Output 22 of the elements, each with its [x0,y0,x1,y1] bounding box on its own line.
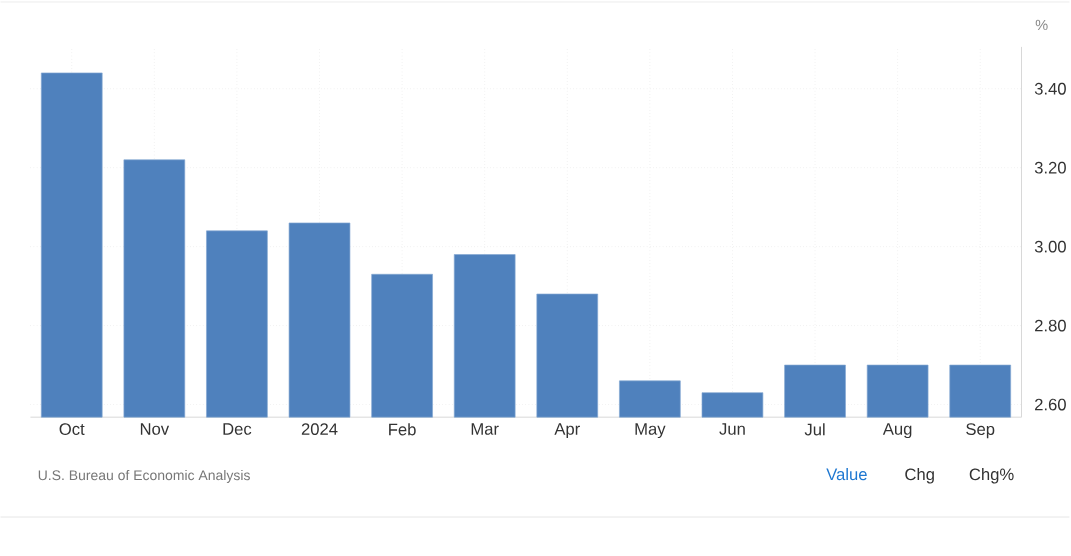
x-tick-label: Jul [804,423,825,436]
text: Chg [905,468,934,484]
x-tick-label: Aug [882,423,912,439]
x-tick-label: Sep [966,423,995,439]
x-tick-label: Apr [554,423,580,439]
x-tick-label: Dec [223,423,252,435]
x-tick-label: 2024 [301,423,338,436]
x-tick-label: Jun [719,423,745,435]
y-tick-label: 2.80 [1035,319,1066,332]
y-tick-label: 3.40 [1034,82,1066,95]
text: U.S. Bureau of Economic Analysis [38,469,250,483]
y-tick-label: 3.20 [1034,161,1066,174]
x-tick-label: Oct [59,423,85,436]
text: Chg% [969,468,1014,484]
x-tick-label: Nov [140,423,170,435]
text: % [1035,19,1048,31]
x-tick-label: Mar [471,423,499,435]
x-tick-label: Feb [389,423,416,436]
x-tick-label: May [635,423,666,439]
y-tick-label: 3.00 [1034,240,1066,253]
y-tick-label: 2.60 [1035,398,1066,411]
text: Value [826,468,867,481]
